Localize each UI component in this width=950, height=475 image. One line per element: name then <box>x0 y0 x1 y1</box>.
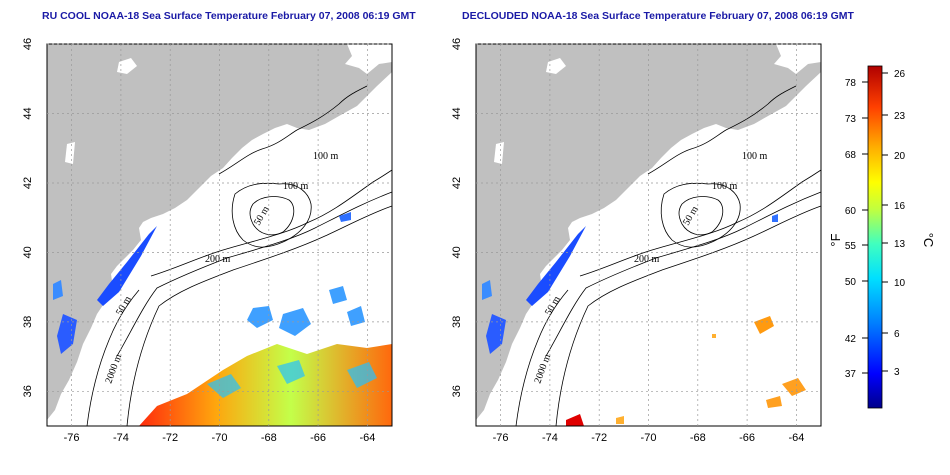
lon-tick-label: -64 <box>359 432 375 444</box>
coastal-sst-south <box>486 314 506 354</box>
contour-shelf-break <box>150 169 393 277</box>
celsius-tick-label: 6 <box>894 329 900 340</box>
celsius-tick-label: 10 <box>894 278 906 289</box>
contour-shelf-break <box>579 169 822 277</box>
fahrenheit-tick-label: 55 <box>845 241 857 252</box>
land-mass <box>47 44 392 420</box>
lat-tick-label: 36 <box>22 385 34 397</box>
lon-tick-label: -76 <box>493 432 509 444</box>
fahrenheit-ticks: 78 73 68 60 55 50 42 37 <box>845 78 868 380</box>
fahrenheit-tick-label: 60 <box>845 206 857 217</box>
cloud-free-offshore-patch <box>772 214 778 222</box>
contour-georges-bank <box>231 182 312 248</box>
lon-tick-label: -70 <box>641 432 657 444</box>
lon-tick-label: -74 <box>542 432 558 444</box>
sst-patches-warm <box>139 344 392 426</box>
lon-tick-label: -72 <box>591 432 607 444</box>
celsius-tick-label: 26 <box>894 69 906 80</box>
right-map-title: DECLOUDED NOAA-18 Sea Surface Temperatur… <box>462 10 854 22</box>
contour-label-200m: 200 m <box>634 254 660 265</box>
colorbar-svg: 78 73 68 60 55 50 42 37 26 23 20 16 13 1… <box>828 65 936 409</box>
lat-tick-label: 40 <box>22 246 34 258</box>
contour-inner-bank <box>678 196 724 236</box>
contour-georges-bank <box>660 182 741 248</box>
coastal-sst-band <box>526 226 586 306</box>
warm-patch-east <box>766 378 806 408</box>
colorbar-gradient <box>867 65 883 409</box>
warm-patch-mid <box>754 316 774 334</box>
coastal-sst-band <box>97 226 157 306</box>
lat-tick-label: 38 <box>22 316 34 328</box>
contour-coastal-50m <box>515 289 569 427</box>
lon-tick-label: -76 <box>64 432 80 444</box>
celsius-tick-label: 3 <box>894 367 900 378</box>
lat-tick-label: 44 <box>451 107 463 119</box>
contour-label-200m: 200 m <box>205 254 231 265</box>
left-sst-map: 100 m 100 m 50 m 200 m 50 m 2000 m <box>22 38 393 444</box>
lat-tick-label: 42 <box>22 177 34 189</box>
fahrenheit-unit-label: °F <box>828 233 843 246</box>
cloud-free-offshore-patch <box>339 212 351 222</box>
lat-tick-label: 42 <box>451 177 463 189</box>
temperature-colorbar: 78 73 68 60 55 50 42 37 26 23 20 16 13 1… <box>810 62 950 414</box>
fahrenheit-tick-label: 68 <box>845 150 857 161</box>
left-sst-map-panel: 100 m 100 m 50 m 200 m 50 m 2000 m <box>22 38 393 444</box>
lon-tick-label: -66 <box>739 432 755 444</box>
contour-slope <box>116 191 393 357</box>
lake <box>546 58 566 74</box>
lat-tick-label: 40 <box>451 246 463 258</box>
celsius-unit-label: °C <box>921 233 936 248</box>
bay <box>65 142 75 164</box>
lat-tick-label: 44 <box>22 107 34 119</box>
left-map-title: RU COOL NOAA-18 Sea Surface Temperature … <box>42 10 416 22</box>
land-mass <box>476 44 821 420</box>
lat-tick-label: 46 <box>451 38 463 50</box>
contour-deep <box>126 205 393 427</box>
lon-tick-label: -74 <box>113 432 129 444</box>
celsius-tick-label: 13 <box>894 239 906 250</box>
bay <box>494 142 504 164</box>
lon-tick-label: -64 <box>788 432 804 444</box>
lon-gridlines <box>500 44 797 426</box>
contour-label-100m-b: 100 m <box>712 181 738 192</box>
lat-tick-label: 46 <box>22 38 34 50</box>
celsius-tick-label: 16 <box>894 201 906 212</box>
contour-label-100m-b: 100 m <box>283 181 309 192</box>
coastal-sst-patch <box>482 280 492 300</box>
fahrenheit-tick-label: 50 <box>845 277 857 288</box>
contour-deep <box>555 205 822 427</box>
celsius-tick-label: 23 <box>894 111 906 122</box>
lon-tick-label: -70 <box>212 432 228 444</box>
right-sst-map: 100 m 100 m 50 m 200 m 50 m 2000 m <box>451 38 822 444</box>
lat-tick-label: 36 <box>451 385 463 397</box>
lat-tick-label: 38 <box>451 316 463 328</box>
right-sst-map-panel: 100 m 100 m 50 m 200 m 50 m 2000 m <box>451 38 822 444</box>
contour-label-100m-a: 100 m <box>742 151 768 162</box>
sst-patches-mixed <box>207 360 377 398</box>
contour-slope <box>545 191 822 357</box>
contour-label-100m-a: 100 m <box>313 151 339 162</box>
fahrenheit-tick-label: 37 <box>845 369 857 380</box>
coastal-sst-patch <box>53 280 63 300</box>
lake <box>117 58 137 74</box>
celsius-ticks: 26 23 20 16 13 10 6 3 <box>882 69 906 378</box>
contour-100m <box>647 85 797 175</box>
fahrenheit-tick-label: 73 <box>845 114 857 125</box>
contour-inner-bank <box>249 196 295 236</box>
contour-coastal-50m <box>86 289 140 427</box>
sst-patches-mid <box>247 286 365 336</box>
lon-tick-label: -68 <box>690 432 706 444</box>
warm-patch-southwest <box>566 414 584 426</box>
lon-tick-label: -66 <box>310 432 326 444</box>
celsius-tick-label: 20 <box>894 151 906 162</box>
lon-gridlines <box>71 44 368 426</box>
lon-tick-label: -72 <box>162 432 178 444</box>
coastal-sst-south <box>57 314 77 354</box>
lon-tick-label: -68 <box>261 432 277 444</box>
fahrenheit-tick-label: 78 <box>845 78 857 89</box>
contour-100m <box>218 85 368 175</box>
fahrenheit-tick-label: 42 <box>845 334 857 345</box>
